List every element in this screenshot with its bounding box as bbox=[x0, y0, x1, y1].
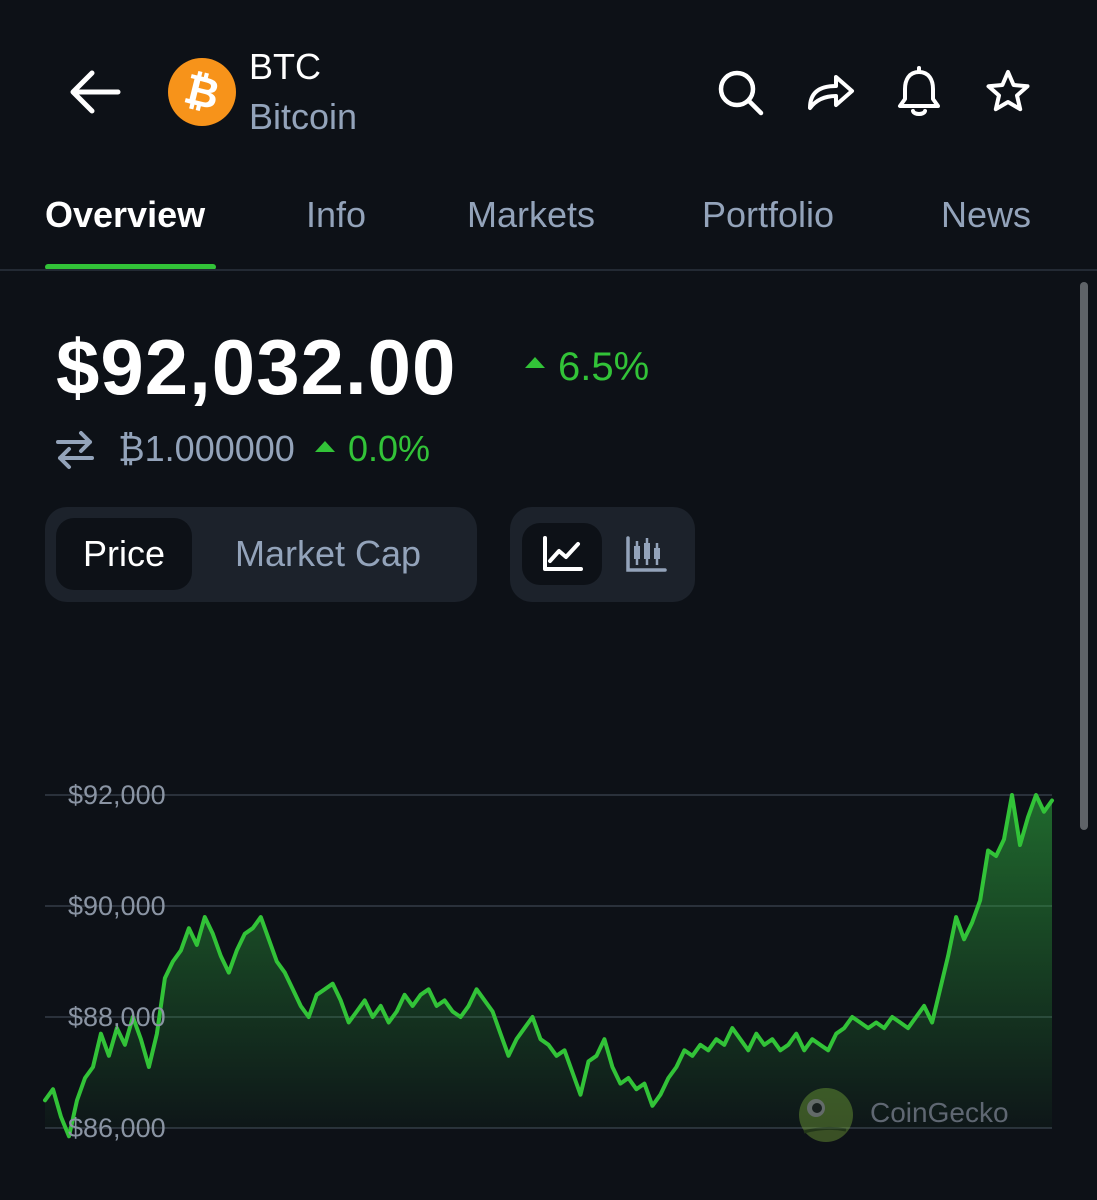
share-icon bbox=[808, 75, 854, 110]
line-chart-icon bbox=[543, 536, 583, 571]
back-arrow-icon bbox=[70, 70, 121, 114]
coingecko-logo bbox=[799, 1088, 853, 1142]
star-icon bbox=[986, 70, 1030, 112]
search-icon bbox=[718, 70, 764, 116]
coingecko-watermark: CoinGecko bbox=[870, 1097, 1009, 1128]
up-triangle-icon bbox=[315, 441, 335, 452]
btc-change-percent: 0.0% bbox=[348, 428, 431, 469]
price-line bbox=[43, 793, 1054, 1139]
y-tick-label: $92,000 bbox=[68, 780, 166, 810]
price-area-fill bbox=[45, 795, 1052, 1137]
tab-news[interactable]: News bbox=[941, 194, 1032, 235]
price-toggle-button[interactable]: Price bbox=[56, 518, 192, 590]
y-tick-label: $88,000 bbox=[68, 1002, 166, 1032]
bitcoin-logo: ₿ bbox=[167, 57, 237, 127]
share-button[interactable] bbox=[800, 62, 860, 122]
swap-currency-button[interactable] bbox=[54, 428, 96, 470]
coin-name: Bitcoin bbox=[249, 96, 358, 137]
scrollbar[interactable] bbox=[1080, 282, 1088, 830]
price-alert-button[interactable] bbox=[889, 62, 949, 122]
price-btc: ₿1.000000 bbox=[118, 428, 295, 469]
y-tick-label: $86,000 bbox=[68, 1113, 166, 1143]
candlestick-chart-button[interactable] bbox=[606, 523, 686, 585]
metric-toggle: Price Market Cap bbox=[45, 507, 477, 602]
coin-symbol: BTC bbox=[249, 46, 321, 87]
tab-markets[interactable]: Markets bbox=[467, 194, 596, 235]
tab-info[interactable]: Info bbox=[306, 194, 367, 235]
favorite-button[interactable] bbox=[978, 62, 1038, 122]
tab-divider bbox=[0, 269, 1097, 271]
y-tick-label: $90,000 bbox=[68, 891, 166, 921]
active-tab-indicator bbox=[45, 264, 216, 270]
up-triangle-icon bbox=[525, 357, 545, 368]
tab-portfolio[interactable]: Portfolio bbox=[702, 194, 835, 235]
line-chart-button[interactable] bbox=[522, 523, 602, 585]
price-usd: $92,032.00 bbox=[56, 323, 457, 411]
price-change-percent: 6.5% bbox=[558, 345, 650, 389]
tab-overview[interactable]: Overview bbox=[45, 194, 206, 235]
market-cap-toggle-button[interactable]: Market Cap bbox=[234, 533, 422, 574]
chart-type-toggle bbox=[510, 507, 695, 602]
price-chart[interactable]: $92,000 $90,000 $88,000 $86,000 bbox=[0, 740, 1097, 1200]
search-button[interactable] bbox=[710, 62, 770, 122]
candlestick-chart-icon bbox=[626, 536, 667, 572]
swap-arrows-icon bbox=[56, 431, 94, 469]
bell-icon bbox=[898, 66, 940, 116]
back-button[interactable] bbox=[62, 62, 128, 122]
